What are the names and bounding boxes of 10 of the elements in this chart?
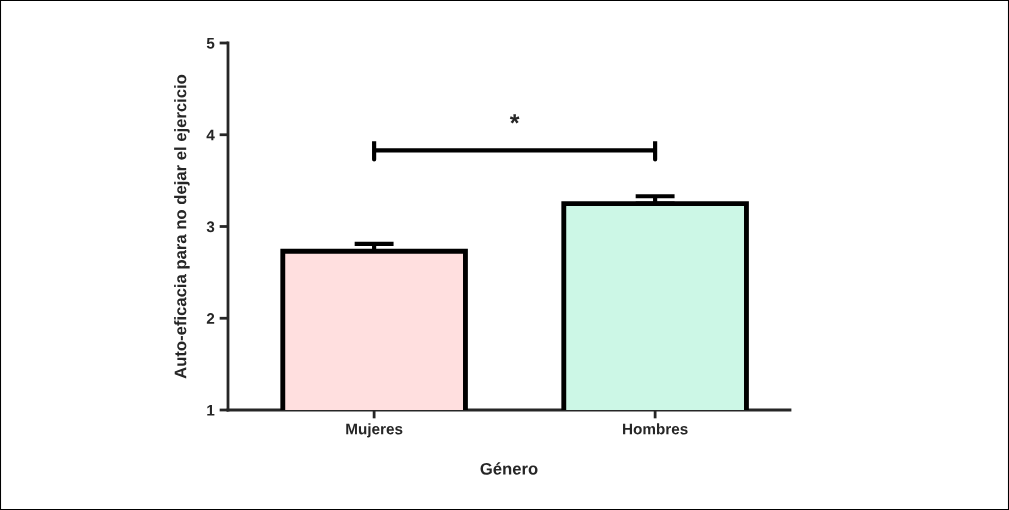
x-axis-title: Género <box>480 462 538 475</box>
annotation: * <box>509 114 520 124</box>
y-tick-label: 3 <box>206 221 215 233</box>
y-tick-label: 4 <box>206 129 215 141</box>
y-axis-title: Auto-eficacia para no dejar el ejercicio <box>174 74 190 379</box>
y-tick-label: 1 <box>207 405 215 416</box>
y-tick-label: 2 <box>206 313 215 324</box>
x-tick-label: Hombres <box>623 423 688 435</box>
x-tick-label: Mujeres <box>346 423 403 438</box>
y-tick-label: 5 <box>206 38 215 49</box>
